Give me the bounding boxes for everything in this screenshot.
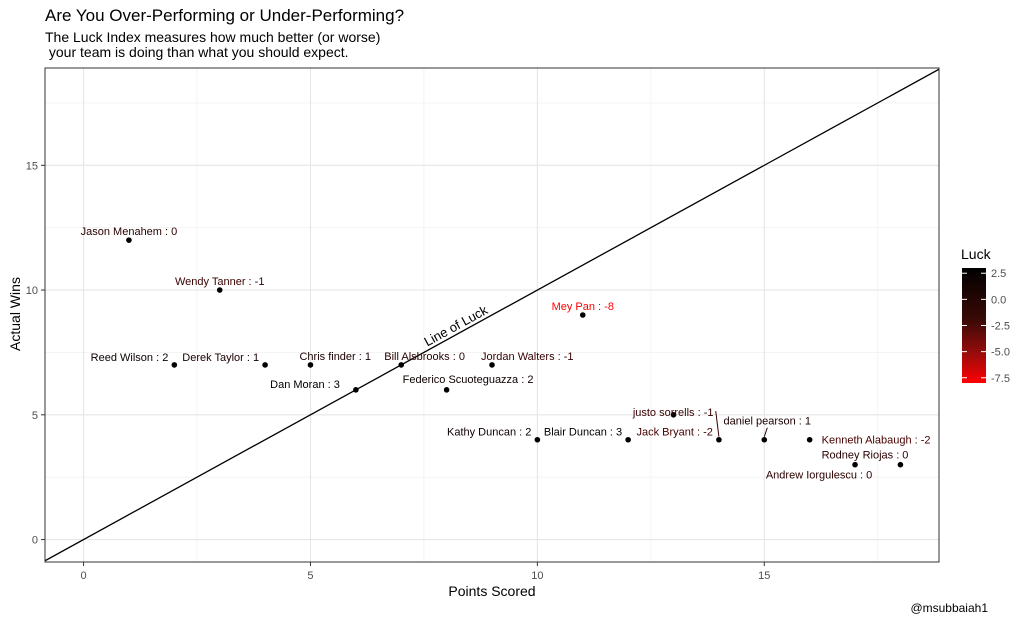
point-label: Derek Taylor : 1 [182, 352, 259, 364]
label-connector [763, 427, 768, 437]
x-tick-label: 5 [307, 570, 313, 582]
line-of-luck [45, 68, 939, 562]
point-label: Federico Scuoteguazza : 2 [403, 374, 534, 386]
data-point [670, 411, 677, 418]
x-tick-label: 0 [81, 570, 87, 582]
legend-tick-label: -5.0 [991, 347, 1010, 359]
point-label: Andrew Iorgulescu : 0 [766, 470, 872, 482]
data-point [489, 362, 495, 368]
point-label: Jack Bryant : -2 [636, 427, 712, 439]
data-point [625, 436, 631, 443]
luck-legend: 2.5 0.0 -2.5 -5.0 -7.5 [962, 268, 1010, 385]
point-label: Wendy Tanner : -1 [175, 276, 264, 288]
label-connector [715, 410, 720, 437]
legend-tick-label: -2.5 [991, 321, 1010, 333]
point-label: Bill Alsbrooks : 0 [384, 351, 465, 363]
chart-title: Are You Over-Performing or Under-Perform… [45, 6, 405, 25]
data-point [126, 237, 132, 243]
data-point [579, 312, 586, 318]
data-point [852, 461, 858, 468]
data-point [443, 387, 450, 393]
point-label: Dan Moran : 3 [270, 379, 340, 391]
legend-tick-label: 0.0 [991, 294, 1006, 306]
point-label: daniel pearson : 1 [724, 416, 811, 428]
data-point [398, 362, 405, 368]
chart-caption: @msubbaiah1 [910, 601, 988, 615]
chart-subtitle: The Luck Index measures how much better … [45, 29, 381, 60]
y-tick-label: 0 [32, 535, 38, 547]
data-point [897, 461, 904, 468]
data-point [353, 387, 359, 393]
y-tick-label: 15 [26, 160, 38, 172]
data-point [262, 362, 268, 368]
data-point [307, 362, 314, 368]
data-point [716, 436, 722, 443]
y-tick-label: 5 [32, 410, 38, 422]
y-tick-label: 10 [26, 285, 38, 297]
point-label: Rodney Riojas : 0 [822, 450, 909, 462]
x-tick-label: 15 [758, 570, 770, 582]
panel-border [44, 67, 940, 563]
point-label: Blair Duncan : 3 [544, 427, 622, 439]
data-point [806, 436, 813, 443]
legend-title: Luck [961, 246, 991, 262]
x-axis-label: Points Scored [448, 583, 536, 599]
point-label: Reed Wilson : 2 [91, 352, 169, 364]
data-point [761, 436, 768, 443]
data-point [171, 362, 178, 368]
x-tick-label: 10 [531, 570, 543, 582]
legend-tick-label: 2.5 [991, 268, 1006, 280]
legend-tick-label: -7.5 [991, 373, 1010, 385]
point-label: Jordan Walters : -1 [481, 351, 574, 363]
point-label: Chris finder : 1 [299, 351, 371, 363]
y-axis-label: Actual Wins [7, 277, 23, 351]
point-label: justo sorrells : -1 [632, 407, 714, 419]
point-label: Kathy Duncan : 2 [447, 427, 531, 439]
point-label: Mey Pan : -8 [552, 301, 614, 313]
data-point [534, 436, 541, 443]
point-label: Jason Menahem : 0 [81, 226, 178, 238]
data-point [216, 287, 223, 293]
point-label: Kenneth Alabaugh : -2 [822, 435, 931, 447]
